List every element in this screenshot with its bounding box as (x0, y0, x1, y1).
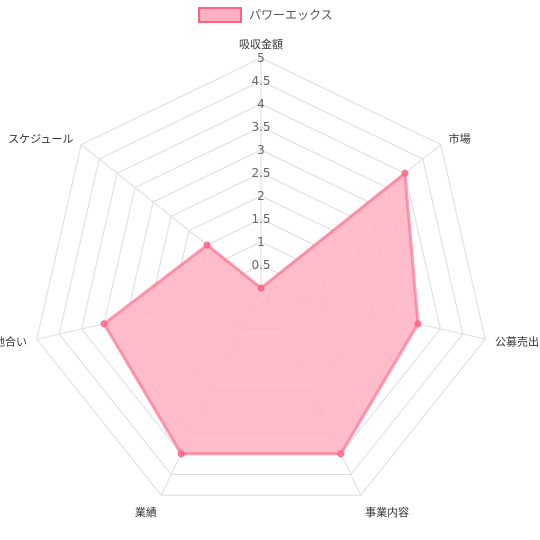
grid-ring (36, 57, 486, 496)
axis-label: 吸収金額 (239, 37, 283, 51)
data-point[interactable] (337, 450, 345, 458)
tick-label: 1.5 (251, 212, 270, 226)
data-point[interactable] (100, 320, 108, 328)
data-point[interactable] (257, 284, 265, 292)
axis-label: 地合い (0, 334, 27, 348)
axis-label: 事業内容 (365, 505, 409, 519)
tick-label: 1 (257, 235, 265, 249)
axis-label: 業績 (135, 505, 157, 519)
radial-tick-labels: 0.5 1 1.5 2 2.5 3 3.5 4 4.5 5 (251, 51, 270, 272)
data-point[interactable] (401, 169, 409, 177)
axis-label: スケジュール (8, 132, 73, 145)
axis-labels: 吸収金額市場公募売出比事業内容 業績 地合い スケジュール (0, 37, 540, 519)
tick-label: 0.5 (251, 258, 270, 272)
data-point[interactable] (177, 450, 185, 458)
data-point[interactable] (414, 320, 422, 328)
series-area (102, 170, 420, 456)
tick-label: 2.5 (251, 166, 270, 180)
grid-ring (58, 80, 464, 475)
legend-label[interactable]: パワーエックス (249, 8, 333, 22)
radar-series (100, 169, 422, 458)
legend[interactable]: パワーエックス (198, 7, 333, 23)
axis-label: 公募売出比 (495, 334, 540, 348)
axis-label: 市場 (449, 131, 471, 145)
data-point[interactable] (203, 241, 211, 249)
tick-label: 3 (257, 143, 265, 157)
tick-label: 4 (257, 97, 265, 111)
tick-label: 5 (257, 51, 265, 65)
legend-swatch[interactable] (198, 7, 242, 23)
tick-label: 4.5 (251, 74, 270, 88)
tick-label: 3.5 (251, 120, 270, 134)
tick-label: 2 (257, 189, 265, 203)
